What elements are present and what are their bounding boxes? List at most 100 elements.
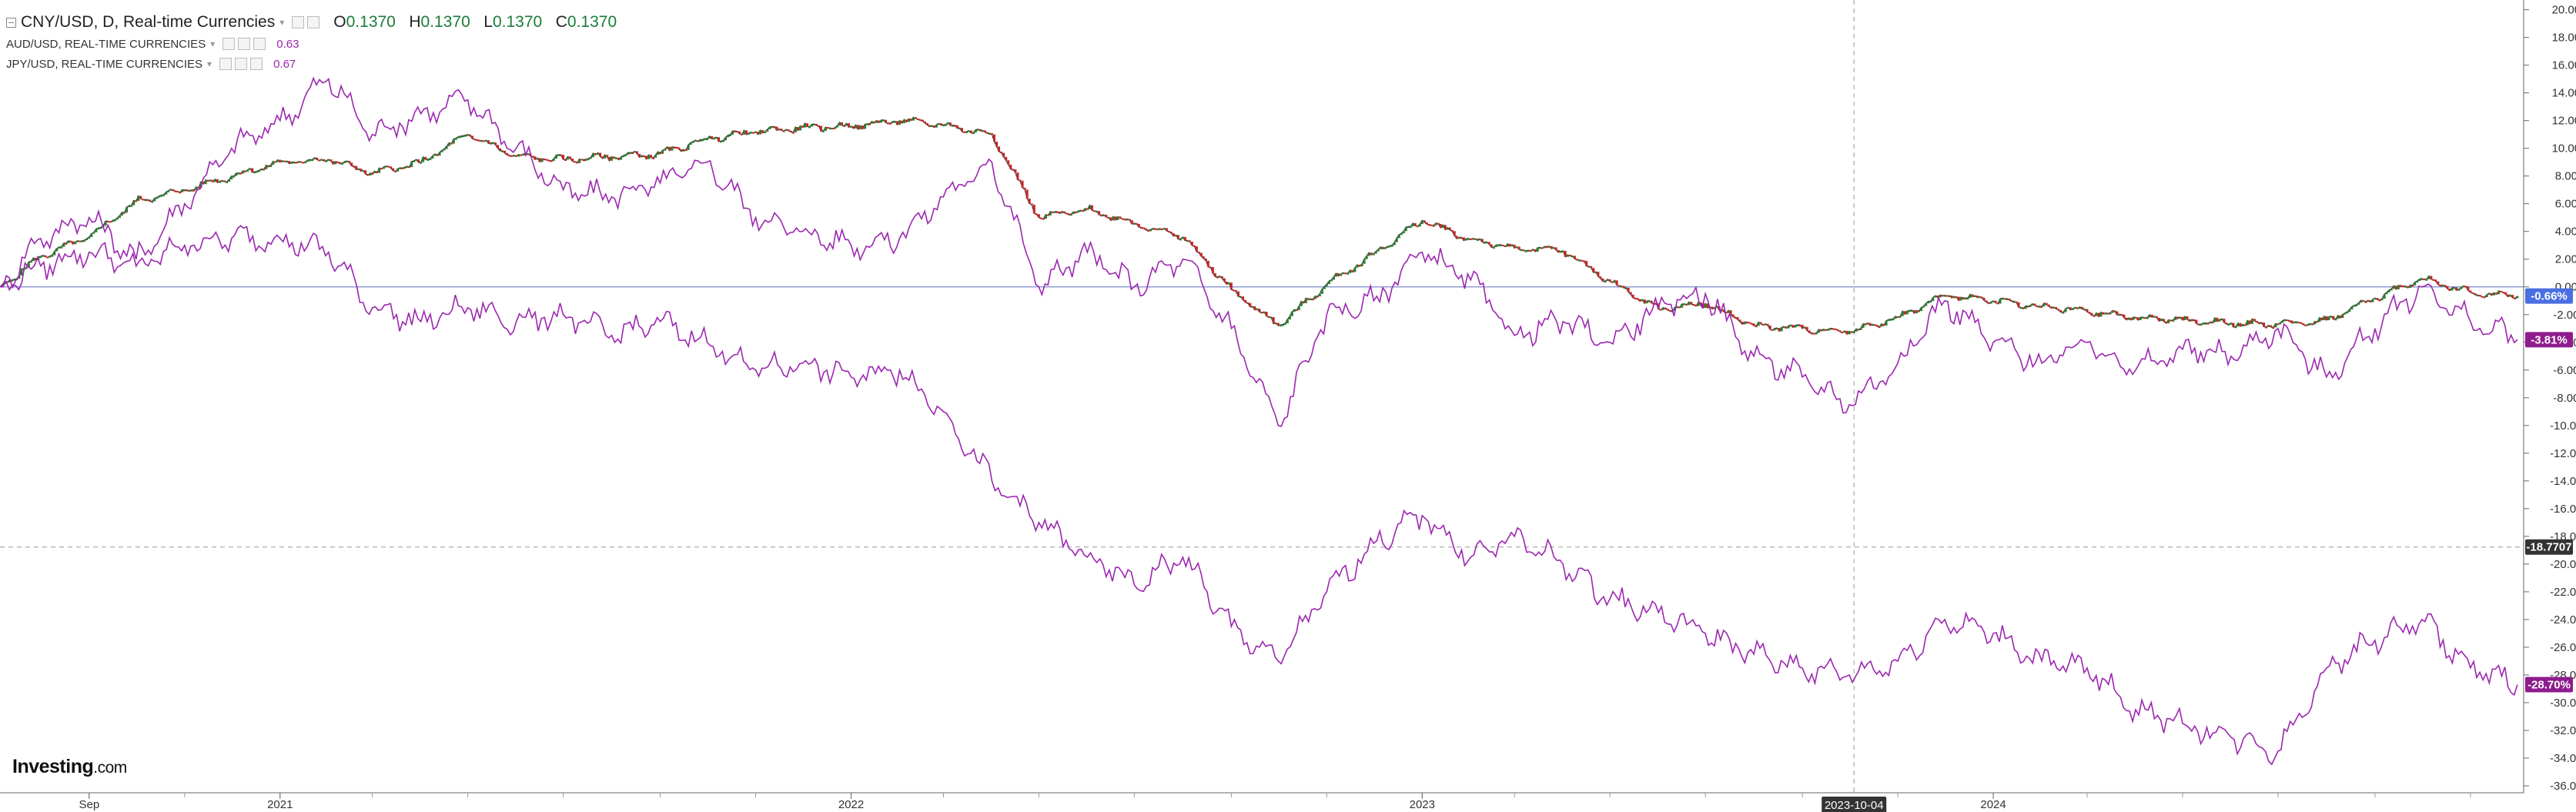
candle	[90, 233, 93, 237]
close-icon[interactable]	[250, 58, 263, 70]
last-value-badge-bg	[2525, 288, 2573, 304]
candle	[1471, 238, 1474, 240]
settings-icon[interactable]	[222, 38, 236, 50]
candle	[1820, 329, 1823, 332]
candle	[1448, 227, 1451, 230]
candle	[806, 123, 809, 127]
visibility-icon[interactable]	[307, 16, 320, 28]
candle	[967, 130, 970, 132]
candle	[1395, 238, 1398, 242]
candle	[1407, 226, 1410, 229]
candle	[701, 139, 704, 142]
candle	[983, 130, 986, 132]
candle	[373, 171, 376, 174]
chevron-down-icon[interactable]: ▾	[210, 38, 216, 49]
candle	[450, 142, 453, 145]
candle	[2392, 286, 2395, 289]
candle	[401, 167, 404, 169]
candle	[1952, 296, 1955, 299]
close-icon[interactable]	[253, 38, 266, 50]
y-tick-label: -10.00%	[2550, 419, 2576, 433]
candle	[1736, 317, 1739, 320]
candle	[1843, 330, 1846, 333]
candle	[249, 168, 252, 170]
collapse-legend-icon[interactable]	[6, 17, 16, 28]
candle	[811, 124, 814, 127]
chevron-down-icon[interactable]: ▾	[207, 58, 212, 69]
candle	[1766, 323, 1769, 326]
candle	[652, 157, 655, 159]
candle	[848, 123, 851, 128]
candle	[1356, 264, 1359, 268]
candle	[1822, 329, 1825, 332]
visibility-icon[interactable]	[235, 58, 248, 70]
settings-icon[interactable]	[292, 16, 305, 28]
candle	[55, 248, 59, 252]
candle	[831, 128, 835, 130]
candle	[1650, 300, 1653, 303]
candle	[2437, 281, 2440, 285]
candle	[1347, 272, 1350, 275]
candle	[2059, 309, 2062, 312]
candle	[1894, 316, 1897, 319]
candle	[1996, 302, 1999, 305]
compare-series-legend-aud[interactable]: AUD/USD, REAL-TIME CURRENCIES ▾ 0.63	[6, 34, 617, 54]
candle	[1096, 211, 1099, 213]
candle	[1601, 278, 1604, 282]
candle	[2383, 294, 2386, 299]
candle	[1836, 329, 1839, 331]
candle	[251, 168, 254, 172]
candle	[1934, 296, 1937, 298]
candle	[731, 131, 734, 135]
candle	[1880, 323, 1883, 327]
candle	[2441, 285, 2444, 287]
candle	[871, 121, 874, 124]
last-value-badge: -28.70%	[2527, 679, 2571, 692]
main-series-legend[interactable]: CNY/USD, D, Real-time Currencies ▾ O0.13…	[6, 11, 617, 34]
candle	[1761, 323, 1765, 326]
candle	[1009, 164, 1012, 169]
compare-series-legend-jpy[interactable]: JPY/USD, REAL-TIME CURRENCIES ▾ 0.67	[6, 54, 617, 74]
candle	[1430, 224, 1433, 226]
candle	[1798, 324, 1802, 326]
candle	[99, 227, 102, 229]
chevron-down-icon[interactable]: ▾	[279, 17, 285, 28]
candle	[1425, 222, 1428, 225]
candle	[2483, 296, 2486, 299]
candle	[923, 121, 926, 123]
settings-icon[interactable]	[219, 58, 233, 70]
candle	[2213, 317, 2216, 322]
candle	[1925, 303, 1928, 306]
candle	[654, 155, 657, 158]
candle	[859, 125, 862, 129]
compare-series-title[interactable]: JPY/USD, REAL-TIME CURRENCIES	[6, 57, 203, 71]
candle	[1683, 303, 1686, 306]
candle	[1899, 316, 1902, 318]
visibility-icon[interactable]	[238, 38, 251, 50]
candle	[25, 267, 28, 269]
candle	[1755, 326, 1758, 328]
candle	[160, 195, 163, 197]
candle	[179, 192, 182, 194]
candle	[1568, 254, 1571, 256]
candle	[1374, 251, 1377, 254]
candle	[1557, 249, 1560, 252]
price-axis[interactable]: 20.00% 18.00% 16.00% 14.00% 12.00% 10.00% 8.00…	[2523, 0, 2576, 793]
compare-series-title[interactable]: AUD/USD, REAL-TIME CURRENCIES	[6, 37, 206, 51]
candle	[1529, 250, 1532, 252]
candle	[29, 261, 32, 263]
candle	[2451, 288, 2454, 291]
candle	[149, 199, 152, 202]
candle	[2202, 322, 2205, 325]
candle	[304, 162, 307, 164]
candle	[1868, 322, 1872, 326]
candle	[1941, 295, 1944, 297]
candle	[1107, 216, 1110, 219]
candle	[2227, 324, 2230, 326]
candle	[1091, 205, 1094, 211]
candle	[687, 145, 690, 150]
candle	[1123, 219, 1126, 221]
time-axis[interactable]: Sep 2021 2022 2023 2024	[0, 792, 2524, 811]
main-series-title[interactable]: CNY/USD, D, Real-time Currencies	[21, 13, 276, 31]
